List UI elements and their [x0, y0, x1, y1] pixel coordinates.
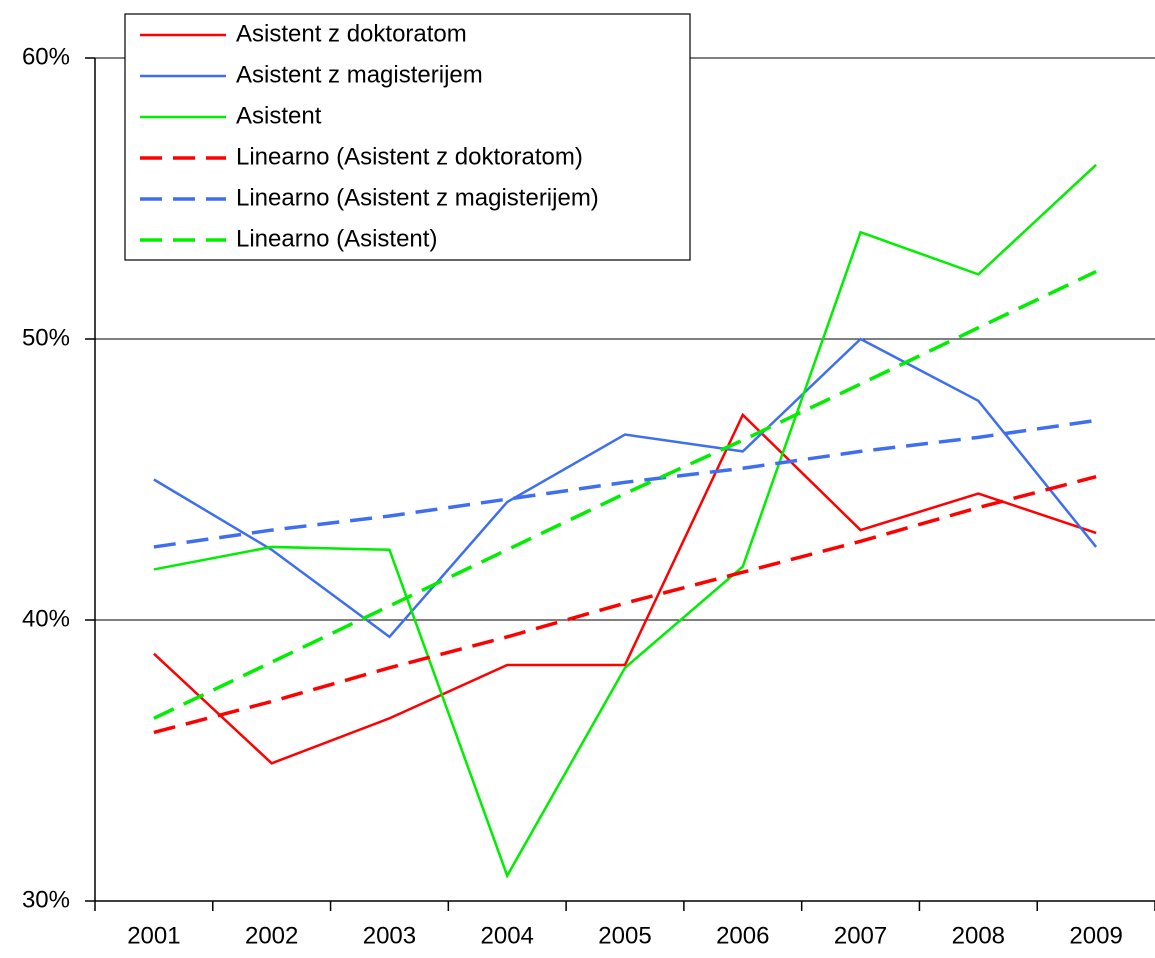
x-tick-label: 2002 — [245, 922, 298, 949]
legend-label: Asistent z doktoratom — [236, 20, 467, 47]
series-line — [153, 337, 1098, 639]
y-tick-label: 60% — [22, 43, 70, 70]
trend-line — [153, 418, 1097, 549]
legend: Asistent z doktoratom Asistent z magister… — [124, 13, 691, 261]
x-tick-label: 2003 — [363, 922, 416, 949]
x-tick-label: 2004 — [481, 922, 534, 949]
x-tick-label: 2008 — [952, 922, 1005, 949]
y-tick-label: 30% — [22, 886, 70, 913]
y-tick-label: 40% — [22, 605, 70, 632]
legend-label: Asistent z magisterijem — [236, 61, 483, 88]
series-line — [153, 412, 1097, 765]
legend-label: Linearno (Asistent) — [236, 225, 437, 252]
legend-label: Asistent — [236, 102, 322, 129]
x-tick-label: 2007 — [834, 922, 887, 949]
x-tick-label: 2001 — [127, 922, 180, 949]
legend-box — [124, 13, 691, 261]
trend-line — [153, 269, 1097, 720]
x-tick-label: 2009 — [1069, 922, 1122, 949]
legend-label: Linearno (Asistent z magisterijem) — [236, 184, 599, 211]
plot — [153, 163, 1098, 879]
x-tick-label: 2006 — [716, 922, 769, 949]
y-tick-label: 50% — [22, 324, 70, 351]
series-line — [153, 163, 1097, 879]
legend-label: Linearno (Asistent z doktoratom) — [236, 143, 583, 170]
x-tick-label: 2005 — [598, 922, 651, 949]
trend-line — [153, 474, 1097, 735]
